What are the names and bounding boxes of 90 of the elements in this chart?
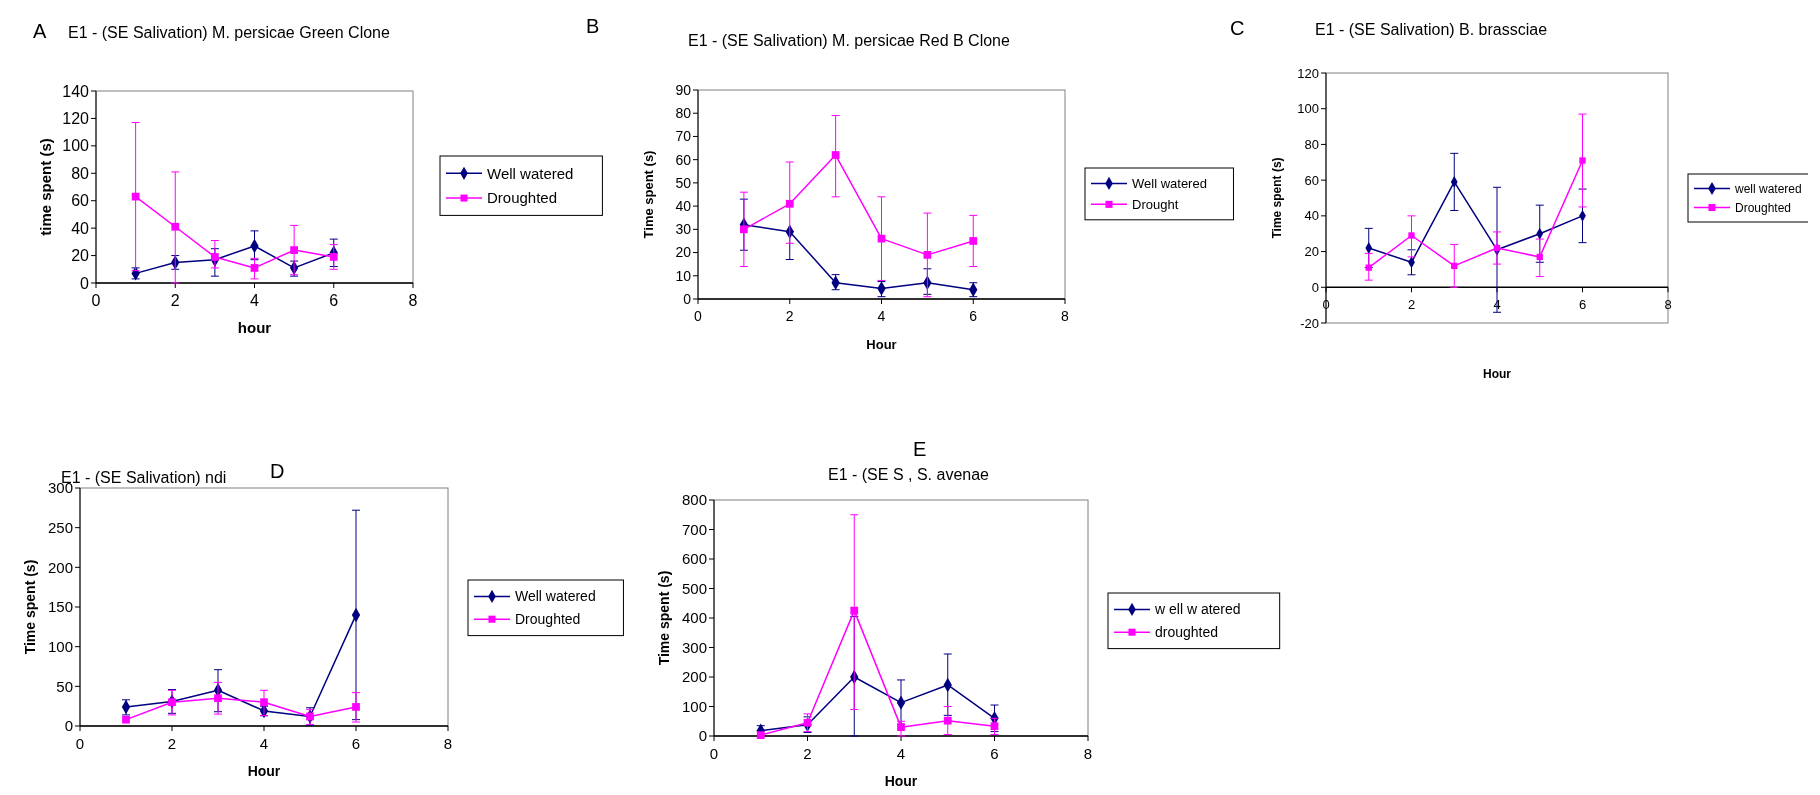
legend-label: Droughted — [515, 611, 581, 628]
x-tick-label: 4 — [896, 744, 906, 762]
x-tick-label: 8 — [1664, 296, 1672, 312]
y-tick-label: 600 — [681, 550, 707, 568]
legend-label: Well watered — [1132, 176, 1207, 191]
y-tick-label: 80 — [675, 105, 692, 122]
y-tick-label: 400 — [681, 609, 707, 627]
x-tick-label: 4 — [877, 307, 886, 324]
y-tick-label: 120 — [62, 110, 90, 128]
x-tick-label: 8 — [408, 292, 418, 310]
legend-label: Droughted — [487, 189, 558, 207]
y-tick-label: 700 — [681, 520, 707, 538]
x-tick-label: 2 — [170, 292, 180, 310]
y-tick-label: 800 — [681, 491, 707, 509]
y-tick-label: 300 — [681, 638, 707, 656]
x-tick-label: 2 — [167, 734, 177, 752]
x-axis-title: hour — [237, 319, 272, 336]
legend-label: Well watered — [487, 164, 574, 182]
y-tick-label: 120 — [1297, 65, 1319, 81]
y-tick-label: 100 — [47, 637, 73, 655]
y-tick-label: 20 — [1304, 244, 1319, 260]
x-tick-label: 2 — [803, 744, 812, 762]
y-tick-label: 100 — [62, 137, 90, 155]
y-tick-label: 70 — [675, 128, 692, 145]
y-tick-label: 40 — [1304, 208, 1319, 224]
chart-title: E1 - (SE Salivation) B. brassciae — [1315, 21, 1548, 38]
x-axis-title: Hour — [247, 763, 281, 779]
y-tick-label: 50 — [56, 677, 73, 695]
x-tick-label: 6 — [990, 744, 999, 762]
x-tick-label: 2 — [785, 307, 794, 324]
y-axis-title: Time spent (s) — [22, 559, 38, 655]
legend-label: w ell w atered — [1154, 601, 1241, 618]
x-tick-label: 0 — [709, 744, 719, 762]
y-tick-label: 90 — [675, 81, 692, 98]
text: C — [1230, 17, 1245, 39]
x-tick-label: 6 — [351, 734, 361, 752]
y-tick-label: 30 — [675, 221, 692, 238]
x-tick-label: 6 — [969, 307, 978, 324]
x-tick-label: 8 — [1061, 307, 1070, 324]
y-tick-label: 80 — [71, 164, 90, 182]
y-tick-label: 500 — [681, 579, 707, 597]
x-tick-label: 0 — [91, 292, 101, 310]
legend-label: Well watered — [515, 588, 596, 605]
y-tick-label: 60 — [71, 192, 90, 210]
y-tick-label: 200 — [681, 668, 707, 686]
y-tick-label: 150 — [47, 598, 73, 616]
x-tick-label: 6 — [1578, 296, 1587, 312]
y-axis-title: Time spent (s) — [641, 150, 656, 239]
y-tick-label: 0 — [1311, 279, 1319, 295]
y-tick-label: 40 — [71, 219, 90, 237]
x-tick-label: 8 — [443, 734, 453, 752]
y-tick-label: 140 — [62, 82, 90, 100]
chart-title: E1 - (SE Salivation) M. persicae Red B Clone — [688, 32, 1011, 49]
y-tick-label: 20 — [675, 244, 692, 261]
y-tick-label: 100 — [681, 697, 707, 715]
x-axis-title: Hour — [1483, 367, 1512, 381]
y-axis-title: Time spent (s) — [656, 570, 672, 666]
y-tick-label: 10 — [675, 267, 692, 284]
y-tick-label: 60 — [675, 151, 692, 168]
x-tick-label: 4 — [1493, 296, 1501, 312]
y-tick-label: 0 — [64, 717, 73, 735]
text: A — [33, 20, 47, 42]
x-axis-title: Hour — [884, 773, 918, 789]
y-tick-label: 60 — [1304, 172, 1319, 188]
x-axis-title: Hour — [866, 337, 897, 352]
legend-label: Droughted — [1735, 200, 1792, 215]
chart-title: E1 - (SE Salivation) M. persicae Green Clone — [68, 24, 391, 41]
y-tick-label: 20 — [71, 247, 90, 265]
legend-label: well watered — [1734, 181, 1802, 196]
text: D — [270, 460, 285, 482]
y-tick-label: 0 — [80, 274, 90, 292]
text: B — [586, 15, 600, 37]
x-tick-label: 6 — [329, 292, 339, 310]
y-axis-title: time spent (s) — [37, 138, 54, 236]
y-axis-title: Time spent (s) — [1270, 157, 1284, 239]
chart-title: E1 - (SE S , S. avenae — [828, 466, 990, 483]
legend-label: Drought — [1132, 196, 1179, 212]
x-tick-label: 4 — [250, 292, 260, 310]
x-tick-label: 4 — [259, 734, 269, 752]
text: E — [913, 438, 927, 460]
y-tick-label: -20 — [1300, 315, 1319, 331]
y-tick-label: 40 — [675, 198, 692, 215]
legend-label: droughted — [1155, 624, 1219, 641]
y-tick-label: 100 — [1297, 101, 1319, 117]
x-tick-label: 2 — [1407, 296, 1416, 312]
y-tick-label: 250 — [47, 518, 73, 536]
y-tick-label: 200 — [47, 558, 73, 576]
y-tick-label: 50 — [675, 174, 692, 191]
y-tick-label: 80 — [1304, 136, 1319, 152]
x-tick-label: 8 — [1083, 744, 1093, 762]
